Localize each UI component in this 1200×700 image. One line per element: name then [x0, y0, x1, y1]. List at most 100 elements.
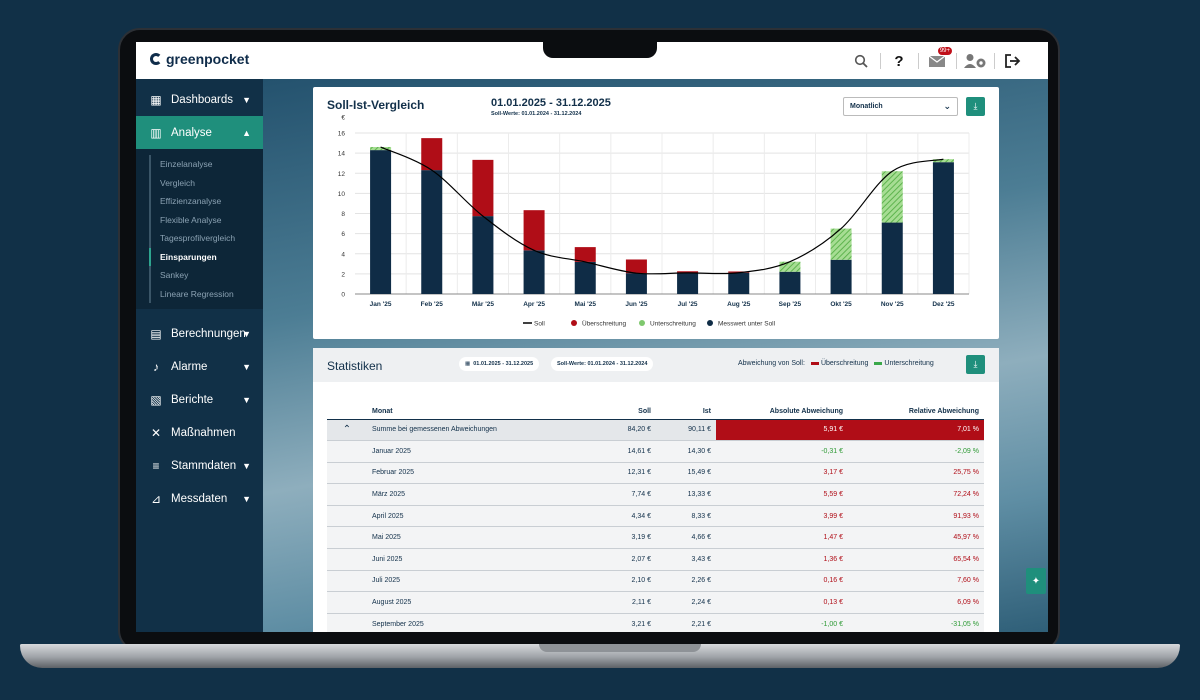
bar-messwert: [625, 273, 647, 294]
sidebar-item-label: Berichte: [171, 393, 214, 406]
soll-ist-chart: 0 2 4 6 8 10 12 14 16 € Jan '25 Feb '25 Mär '25 Apr …: [338, 115, 970, 327]
statistics-header: Statistiken ▦ 01.01.2025 - 31.12.2025 So…: [313, 348, 999, 382]
legend-label: Überschreitung: [582, 319, 626, 327]
row-expand-cell: [327, 591, 367, 614]
sum-abs: 5,91 €: [716, 419, 848, 442]
soll-ist-chart-card: Soll-Ist-Vergleich 01.01.2025 - 31.12.20…: [313, 87, 999, 339]
row-rel: 45,97 %: [848, 526, 984, 550]
chevron-down-icon: ▼: [242, 394, 251, 405]
row-month: Januar 2025: [367, 440, 576, 463]
series-soll-line: [380, 146, 944, 275]
chart-download-button[interactable]: ⤓: [966, 97, 985, 116]
row-soll: 14,61 €: [576, 440, 656, 463]
chevron-down-icon: ▼: [242, 328, 251, 339]
report-icon: ▧: [150, 392, 162, 407]
table-row: August 2025 2,11 €2,24 €0,13 €6,09 %: [327, 591, 984, 614]
bar-messwert: [472, 216, 494, 294]
sidebar-item-analyse[interactable]: ▥ Analyse ▲: [136, 116, 263, 149]
sidebar-item-dashboards[interactable]: ▦ Dashboards ▼: [136, 83, 263, 116]
x-tick-label: Apr '25: [523, 301, 545, 308]
sidebar-item-messdaten[interactable]: ⊿ Messdaten ▼: [136, 482, 263, 515]
y-tick-label: 6: [341, 231, 345, 238]
analyse-submenu: Einzelanalyse Vergleich Effizienzanalyse…: [136, 149, 263, 309]
table-sum-row[interactable]: ⌃ Summe bei gemessenen Abweichungen 84,2…: [327, 419, 984, 442]
bar-messwert: [523, 250, 545, 294]
statistics-download-button[interactable]: ⤓: [966, 355, 985, 374]
laptop-base: [20, 644, 1180, 668]
row-rel: 6,09 %: [848, 591, 984, 614]
table-header-abs: Absolute Abweichung: [716, 404, 848, 420]
row-abs: 3,17 €: [716, 462, 848, 485]
statistics-soll-range: Soll-Werte: 01.01.2024 - 31.12.2024: [551, 357, 654, 371]
sidebar-item-berichte[interactable]: ▧ Berichte ▼: [136, 383, 263, 416]
sidebar-item-stammdaten[interactable]: ≡ Stammdaten ▼: [136, 449, 263, 482]
bar-unterschreitung: [779, 261, 801, 272]
x-tick-label: Okt '25: [830, 301, 852, 308]
submenu-item-einsparungen[interactable]: Einsparungen: [149, 247, 263, 266]
row-ist: 8,33 €: [656, 505, 716, 528]
sidebar-item-label: Analyse: [171, 126, 212, 139]
table-header-month: Monat: [367, 404, 576, 420]
sidebar-item-label: Alarme: [171, 360, 208, 373]
interval-select-value: Monatlich: [850, 103, 883, 110]
submenu-item-einzelanalyse[interactable]: Einzelanalyse: [149, 155, 263, 174]
row-abs: 0,16 €: [716, 570, 848, 593]
row-abs: 3,99 €: [716, 505, 848, 528]
sidebar-item-label: Messdaten: [171, 492, 228, 505]
statistics-date-range[interactable]: ▦ 01.01.2025 - 31.12.2025: [459, 357, 540, 371]
sidebar-item-alarme[interactable]: ♪ Alarme ▼: [136, 350, 263, 383]
legend-label: Messwert unter Soll: [718, 320, 776, 327]
interval-select[interactable]: Monatlich ⌄: [843, 97, 958, 116]
sidebar-item-label: Dashboards: [171, 93, 234, 106]
user-settings-icon[interactable]: [956, 49, 994, 73]
table-header-expand: [327, 404, 367, 420]
row-expand-cell: [327, 483, 367, 506]
row-rel: 25,75 %: [848, 462, 984, 485]
bar-ueberschreitung: [677, 271, 699, 273]
submenu-item-flexible-analyse[interactable]: Flexible Analyse: [149, 210, 263, 229]
submenu-item-vergleich[interactable]: Vergleich: [149, 173, 263, 192]
mail-icon[interactable]: 99+: [918, 47, 956, 73]
row-abs: -0,31 €: [716, 440, 848, 463]
table-row: Mai 2025 3,19 €4,66 €1,47 €45,97 %: [327, 526, 984, 550]
help-icon[interactable]: ?: [880, 49, 918, 73]
submenu-item-tagesprofilvergleich[interactable]: Tagesprofilvergleich: [149, 229, 263, 248]
row-rel: -31,05 %: [848, 613, 984, 632]
row-month: März 2025: [367, 483, 576, 506]
row-rel: 65,54 %: [848, 548, 984, 571]
logo-mark-icon: [150, 53, 162, 65]
collapse-chevron-icon[interactable]: ⌃: [327, 419, 367, 442]
row-abs: 5,59 €: [716, 483, 848, 506]
submenu-item-lineare-regression[interactable]: Lineare Regression: [149, 284, 263, 303]
submenu-item-effizienzanalyse[interactable]: Effizienzanalyse: [149, 192, 263, 211]
chart-soll-range: Soll-Werte: 01.01.2024 - 31.12.2024: [491, 111, 582, 117]
x-tick-label: Sep '25: [779, 301, 802, 308]
legend-over-text: Überschreitung: [820, 360, 869, 367]
logo[interactable]: greenpocket: [150, 51, 249, 67]
sidebar-item-massnahmen[interactable]: ✕ Maßnahmen: [136, 416, 263, 449]
search-icon[interactable]: [842, 49, 880, 73]
y-tick-label: 8: [341, 211, 345, 218]
bar-messwert: [881, 222, 903, 294]
y-tick-label: 10: [338, 191, 346, 198]
sidebar-item-berechnungen[interactable]: ▤ Berechnungen ▼: [136, 317, 263, 350]
sparkle-icon: ✦: [1031, 575, 1041, 587]
logo-text: greenpocket: [166, 51, 250, 67]
row-soll: 2,07 €: [576, 548, 656, 571]
x-tick-label: Feb '25: [421, 301, 444, 308]
x-tick-label: Mai '25: [575, 301, 597, 308]
floating-action-button[interactable]: ✦: [1026, 568, 1046, 594]
row-expand-cell: [327, 570, 367, 593]
sidebar-item-label: Stammdaten: [171, 459, 237, 472]
table-row: Juni 2025 2,07 €3,43 €1,36 €65,54 %: [327, 548, 984, 571]
row-soll: 12,31 €: [576, 462, 656, 485]
row-ist: 3,43 €: [656, 548, 716, 571]
row-soll: 3,19 €: [576, 526, 656, 550]
chart-icon: ▥: [150, 125, 162, 140]
submenu-item-sankey[interactable]: Sankey: [149, 266, 263, 285]
row-expand-cell: [327, 440, 367, 463]
legend-marker-dot: [707, 320, 713, 326]
chevron-down-icon: ▼: [242, 460, 251, 471]
row-soll: 7,74 €: [576, 483, 656, 506]
logout-icon[interactable]: [994, 49, 1032, 73]
